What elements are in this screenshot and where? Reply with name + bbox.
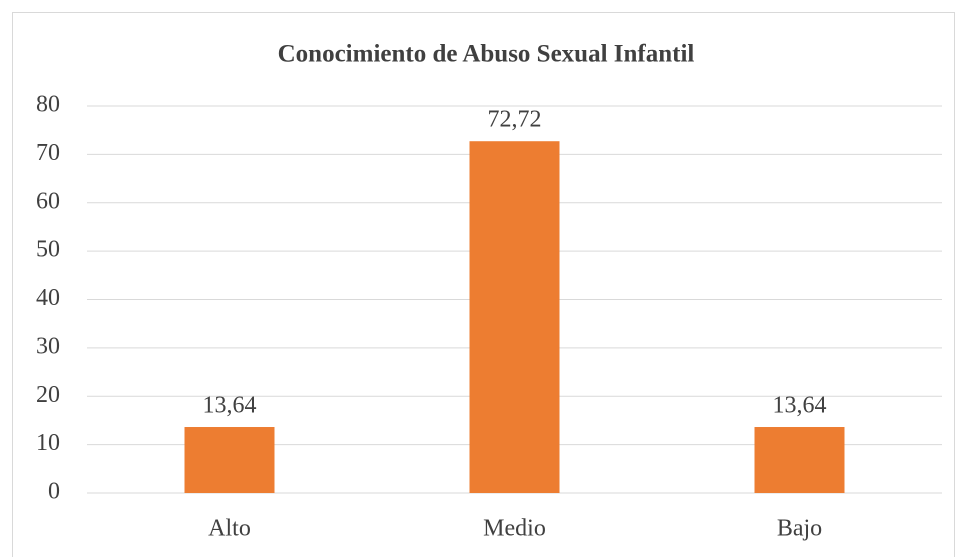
- bar: [469, 141, 560, 494]
- x-tick-label: Alto: [208, 516, 251, 542]
- x-tick-label: Bajo: [777, 516, 822, 542]
- y-tick-label: 80: [36, 92, 60, 118]
- chart-title: Conocimiento de Abuso Sexual Infantil: [278, 41, 695, 68]
- y-tick-label: 70: [36, 140, 60, 166]
- y-tick-label: 50: [36, 237, 60, 263]
- x-tick-label: Medio: [483, 516, 546, 542]
- y-tick-label: 10: [36, 430, 60, 456]
- y-tick-label: 0: [48, 479, 60, 505]
- y-tick-label: 40: [36, 285, 60, 311]
- bar: [754, 427, 845, 493]
- y-tick-label: 20: [36, 382, 60, 408]
- value-label: 13,64: [773, 393, 827, 419]
- value-label: 72,72: [488, 107, 542, 133]
- y-tick-label: 60: [36, 188, 60, 214]
- value-label: 13,64: [203, 393, 257, 419]
- y-tick-label: 30: [36, 333, 60, 359]
- bar: [184, 427, 275, 493]
